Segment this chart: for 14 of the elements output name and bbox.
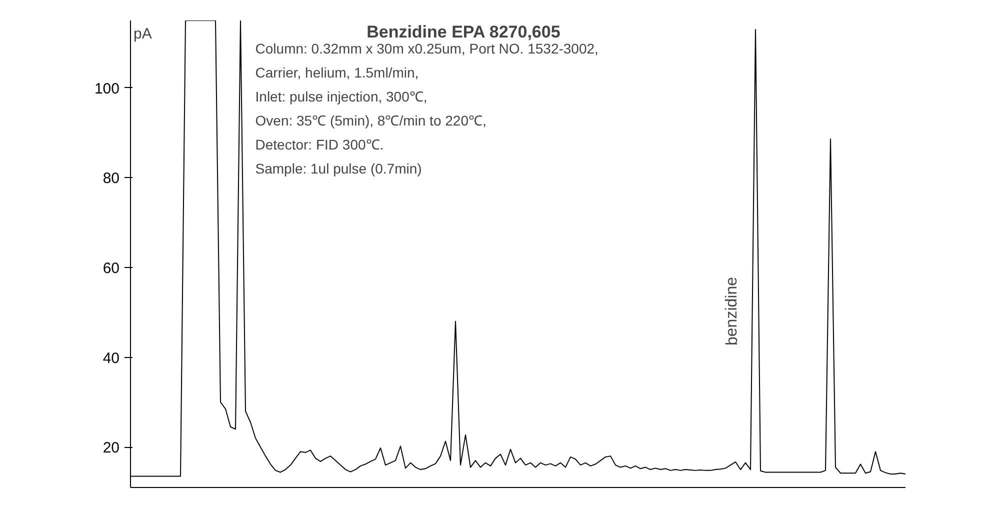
y-tick-label: 60 (102, 260, 120, 277)
y-axis-title: pA (134, 26, 152, 42)
chart-title: Benzidine EPA 8270,605 (366, 22, 560, 42)
annotation: Sample: 1ul pulse (0.7min) (255, 160, 422, 176)
annotation: Carrier, helium, 1.5ml/min, (255, 64, 419, 80)
annotation: benzidine (724, 276, 741, 346)
annotation: Oven: 35℃ (5min), 8℃/min to 220℃, (255, 112, 486, 128)
y-tick-label: 40 (102, 350, 120, 367)
annotation: Detector: FID 300℃. (255, 136, 384, 152)
y-tick-label: 100 (94, 80, 120, 98)
y-tick-label: 20 (102, 440, 120, 457)
annotation: Column: 0.32mm x 30m x0.25um, Port NO. 1532-3002, (255, 40, 598, 56)
y-tick-label: 80 (102, 170, 120, 188)
annotation: Inlet: pulse injection, 300℃, (255, 88, 428, 104)
